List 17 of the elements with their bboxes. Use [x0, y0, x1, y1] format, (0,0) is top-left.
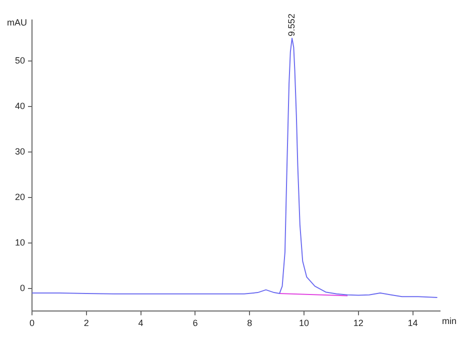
y-tick-label: 20: [14, 192, 26, 202]
y-tick-label: 0: [20, 282, 26, 293]
y-tick-label: 50: [14, 55, 26, 66]
x-tick-label: 0: [30, 318, 35, 328]
x-tick-label: 2: [84, 318, 89, 328]
x-tick-label: 8: [247, 318, 252, 328]
x-axis-title: min: [442, 316, 457, 326]
y-axis-title: mAU: [7, 17, 28, 28]
y-tick-label: 40: [14, 100, 26, 111]
x-tick-label: 6: [192, 318, 198, 328]
x-tick-label: 14: [408, 318, 418, 328]
y-tick-label: 30: [14, 146, 26, 156]
y-tick-label: 10: [14, 237, 26, 248]
x-tick-label: 4: [138, 318, 144, 328]
annotation: 9.552: [286, 14, 297, 36]
x-tick-label: 10: [298, 318, 310, 328]
x-tick-label: 12: [353, 318, 364, 328]
